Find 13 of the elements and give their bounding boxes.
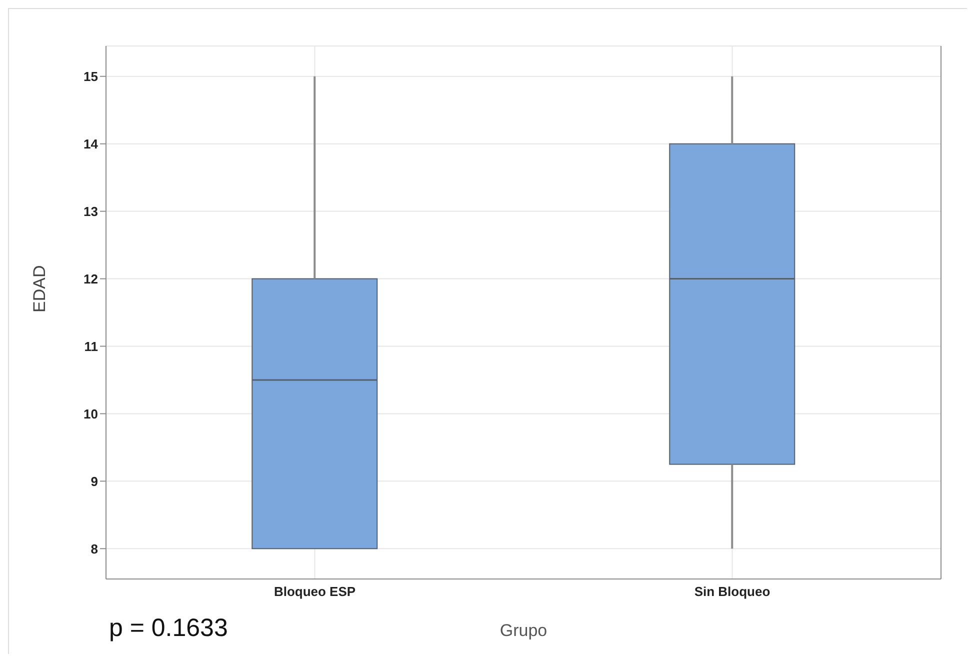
y-tick-label: 8 [90, 541, 98, 556]
y-tick-label: 11 [84, 338, 98, 354]
y-axis-title: EDAD [30, 265, 50, 312]
y-tick-label: 9 [90, 474, 98, 489]
y-tick-label: 15 [84, 68, 98, 84]
y-tick-label: 14 [84, 136, 99, 152]
x-tick-label: Bloqueo ESP [274, 584, 356, 600]
text: p = 0.1633 [109, 614, 228, 643]
y-tick-label: 12 [84, 271, 98, 286]
x-axis-title: Grupo [500, 621, 548, 640]
y-tick-label: 13 [84, 204, 98, 219]
y-tick-label: 10 [84, 406, 98, 422]
x-tick-label: Sin Bloqueo [694, 584, 770, 600]
